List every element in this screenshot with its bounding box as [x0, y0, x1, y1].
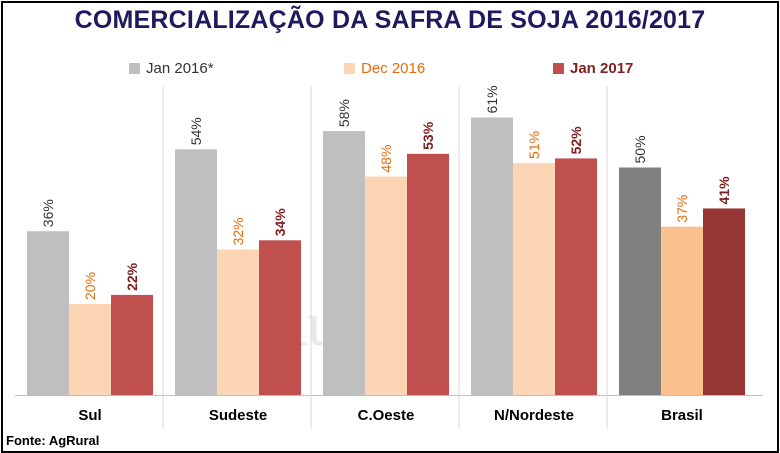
bar-brasil-2 — [703, 208, 745, 395]
data-label: 61% — [484, 85, 500, 113]
bar-brasil-0 — [619, 167, 661, 395]
data-label: 48% — [378, 145, 394, 173]
legend-swatch-dec-2016 — [344, 63, 355, 74]
legend-label-dec-2016: Dec 2016 — [361, 60, 426, 77]
bar-sudeste-2 — [259, 240, 301, 395]
category-label: N/Nordeste — [494, 407, 574, 424]
bar-sul-0 — [27, 231, 69, 395]
category-label: Brasil — [661, 407, 703, 424]
bar-sul-2 — [111, 294, 153, 395]
bar-coeste-1 — [365, 176, 407, 395]
legend-swatch-jan-2017 — [553, 63, 564, 74]
data-label: 34% — [272, 208, 288, 237]
data-label: 58% — [336, 99, 352, 127]
legend-swatch-jan-2016 — [129, 63, 140, 74]
bar-nnordeste-2 — [555, 158, 597, 395]
data-label: 52% — [568, 126, 584, 155]
chart-legend: Jan 2016* Dec 2016 Jan 2017 — [0, 60, 780, 80]
data-label: 41% — [716, 176, 732, 205]
data-label: 22% — [124, 262, 140, 291]
chart-title: COMERCIALIZAÇÃO DA SAFRA DE SOJA 2016/20… — [74, 6, 706, 34]
data-label: 54% — [188, 117, 204, 145]
data-label: 50% — [632, 135, 648, 163]
legend-item-jan-2017: Jan 2017 — [553, 60, 633, 77]
data-label: 51% — [526, 131, 542, 159]
category-label: Sudeste — [209, 407, 267, 424]
bar-sul-1 — [69, 304, 111, 395]
legend-label-jan-2017: Jan 2017 — [570, 60, 634, 77]
bar-brasil-1 — [661, 226, 703, 395]
bar-nnordeste-0 — [471, 117, 513, 395]
data-label: 53% — [420, 121, 436, 150]
data-label: 37% — [674, 195, 690, 223]
bar-sudeste-1 — [217, 249, 259, 395]
category-label: C.Oeste — [358, 407, 415, 424]
data-label: 36% — [40, 199, 56, 227]
data-label: 20% — [82, 272, 98, 300]
legend-label-jan-2016: Jan 2016* — [146, 60, 214, 77]
bar-nnordeste-1 — [513, 162, 555, 395]
legend-item-jan-2016: Jan 2016* — [129, 60, 214, 77]
legend-item-dec-2016: Dec 2016 — [344, 60, 425, 77]
data-label: 32% — [230, 217, 246, 245]
bar-coeste-2 — [407, 153, 449, 395]
bar-coeste-0 — [323, 131, 365, 395]
source-note: Fonte: AgRural — [6, 433, 100, 448]
category-label: Sul — [78, 407, 101, 424]
bar-sudeste-0 — [175, 149, 217, 395]
